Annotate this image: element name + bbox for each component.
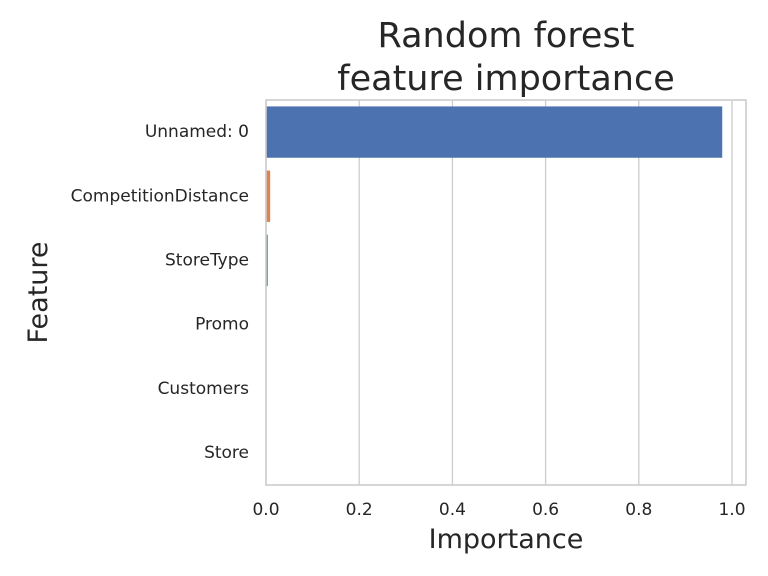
y-tick-label: StoreType bbox=[165, 250, 249, 270]
x-tick-label: 1.0 bbox=[718, 500, 745, 520]
y-tick-label: Promo bbox=[195, 315, 249, 335]
x-axis-label: Importance bbox=[429, 524, 584, 555]
bars bbox=[266, 106, 723, 479]
chart-title-line-1: Random forest bbox=[378, 16, 635, 56]
x-tick-label: 0.0 bbox=[252, 500, 279, 520]
plot-frame bbox=[265, 99, 747, 486]
y-axis-label: Feature bbox=[23, 241, 54, 343]
x-tick-label: 0.4 bbox=[439, 500, 466, 520]
x-tick-label: 0.8 bbox=[625, 500, 652, 520]
y-tick-label: Store bbox=[204, 443, 249, 463]
bar bbox=[266, 170, 271, 222]
y-tick-label: CompetitionDistance bbox=[71, 186, 249, 206]
x-tick-label: 0.2 bbox=[346, 500, 373, 520]
bar bbox=[266, 106, 723, 158]
x-tick-label: 0.6 bbox=[532, 500, 559, 520]
bar bbox=[266, 234, 268, 287]
chart-title-line-2: feature importance bbox=[337, 59, 674, 99]
y-tick-label: Customers bbox=[158, 379, 250, 399]
x-tick-labels: 0.0 0.2 0.4 0.6 0.8 1.0 bbox=[252, 500, 745, 520]
y-tick-label: Unnamed: 0 bbox=[145, 122, 249, 142]
y-tick-labels: Unnamed: 0 CompetitionDistance StoreType Pr… bbox=[71, 122, 250, 463]
